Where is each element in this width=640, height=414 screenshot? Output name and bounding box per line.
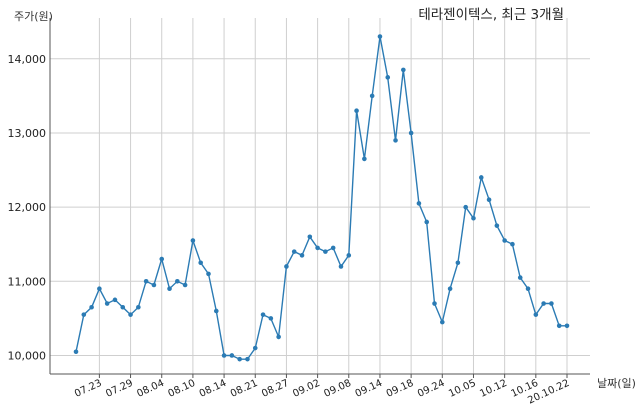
y-tick-label: 10,000 bbox=[8, 349, 47, 362]
data-point bbox=[455, 260, 461, 266]
data-point bbox=[440, 319, 445, 325]
data-point bbox=[245, 356, 250, 362]
data-point bbox=[120, 304, 126, 310]
x-tick-label: 10.05 bbox=[447, 378, 478, 400]
data-point bbox=[564, 323, 570, 329]
data-point bbox=[369, 93, 375, 99]
data-point bbox=[213, 308, 219, 314]
data-point bbox=[182, 282, 188, 288]
data-point bbox=[237, 356, 242, 362]
x-tick-label: 08.14 bbox=[198, 378, 229, 400]
data-point bbox=[478, 175, 484, 180]
data-point bbox=[556, 323, 562, 329]
data-point bbox=[346, 253, 352, 258]
data-point bbox=[393, 138, 398, 143]
data-point bbox=[447, 286, 453, 292]
data-point bbox=[299, 253, 305, 258]
data-point bbox=[151, 282, 157, 288]
data-point bbox=[362, 156, 367, 162]
data-point bbox=[502, 238, 507, 243]
data-point bbox=[330, 245, 336, 251]
data-point bbox=[112, 297, 118, 303]
x-tick-label: 07.29 bbox=[104, 378, 135, 400]
x-tick-label: 09.02 bbox=[291, 378, 322, 400]
x-tick-label: 08.27 bbox=[260, 378, 291, 400]
x-tick-label: 07.23 bbox=[73, 378, 104, 400]
data-point bbox=[533, 312, 539, 317]
x-tick-label: 09.18 bbox=[385, 378, 416, 400]
data-point bbox=[354, 108, 359, 114]
data-point bbox=[307, 234, 313, 240]
data-point bbox=[198, 260, 203, 266]
data-point bbox=[260, 312, 266, 317]
data-point bbox=[549, 301, 554, 306]
grid-lines bbox=[50, 18, 590, 374]
x-tick-label: 08.10 bbox=[167, 378, 198, 400]
data-point bbox=[517, 275, 523, 280]
x-tick-label: 09.14 bbox=[354, 378, 385, 400]
y-tick-label: 12,000 bbox=[8, 201, 47, 214]
data-point bbox=[463, 204, 468, 210]
x-tick-label: 10.12 bbox=[478, 378, 509, 400]
data-point bbox=[432, 301, 437, 306]
data-point bbox=[424, 219, 430, 225]
data-point bbox=[73, 349, 79, 355]
data-point bbox=[143, 278, 149, 284]
data-point bbox=[323, 249, 328, 254]
x-tick-label: 08.21 bbox=[229, 378, 260, 400]
data-point bbox=[401, 67, 406, 73]
data-point bbox=[104, 301, 110, 306]
data-point bbox=[229, 353, 235, 358]
data-point bbox=[97, 286, 102, 292]
price-line bbox=[75, 36, 567, 360]
data-point bbox=[377, 34, 383, 39]
data-point bbox=[276, 334, 281, 340]
x-axis-label: 날짜(일) bbox=[597, 377, 636, 390]
data-point bbox=[221, 353, 227, 358]
data-point bbox=[252, 345, 258, 351]
axes bbox=[49, 18, 590, 378]
data-point bbox=[128, 312, 133, 317]
data-point bbox=[385, 75, 391, 80]
data-point bbox=[416, 201, 422, 206]
price-points bbox=[73, 34, 570, 362]
data-point bbox=[167, 286, 172, 292]
data-point bbox=[291, 249, 297, 254]
y-tick-label: 14,000 bbox=[8, 53, 47, 66]
data-point bbox=[541, 301, 546, 306]
data-point bbox=[175, 278, 180, 284]
chart-title: 테라젠이텍스, 최근 3개월 bbox=[418, 7, 564, 23]
y-tick-labels: 10,000 11,000 12,000 13,000 14,000 bbox=[8, 53, 47, 363]
data-point bbox=[408, 130, 414, 136]
data-point bbox=[525, 286, 531, 292]
data-point bbox=[315, 245, 320, 251]
x-tick-label: 08.04 bbox=[135, 378, 166, 400]
data-point bbox=[494, 223, 500, 228]
data-point bbox=[486, 197, 492, 203]
x-tick-label: 09.24 bbox=[416, 378, 447, 400]
x-tick-labels: 07.23 07.29 08.04 08.10 08.14 08.21 08.27 09.02… bbox=[73, 378, 571, 407]
y-axis-label: 주가(원) bbox=[14, 10, 53, 23]
data-point bbox=[471, 215, 476, 221]
data-point bbox=[190, 238, 196, 243]
y-tick-label: 13,000 bbox=[8, 127, 47, 140]
data-point bbox=[81, 312, 87, 317]
data-point bbox=[338, 264, 344, 269]
y-tick-label: 11,000 bbox=[8, 275, 47, 288]
data-point bbox=[284, 264, 289, 269]
data-point bbox=[206, 271, 211, 277]
data-point bbox=[510, 241, 515, 247]
data-point bbox=[136, 304, 141, 310]
x-tick-label: 09.08 bbox=[322, 378, 353, 400]
data-point bbox=[268, 316, 274, 321]
data-point bbox=[89, 304, 94, 310]
data-point bbox=[159, 256, 165, 262]
